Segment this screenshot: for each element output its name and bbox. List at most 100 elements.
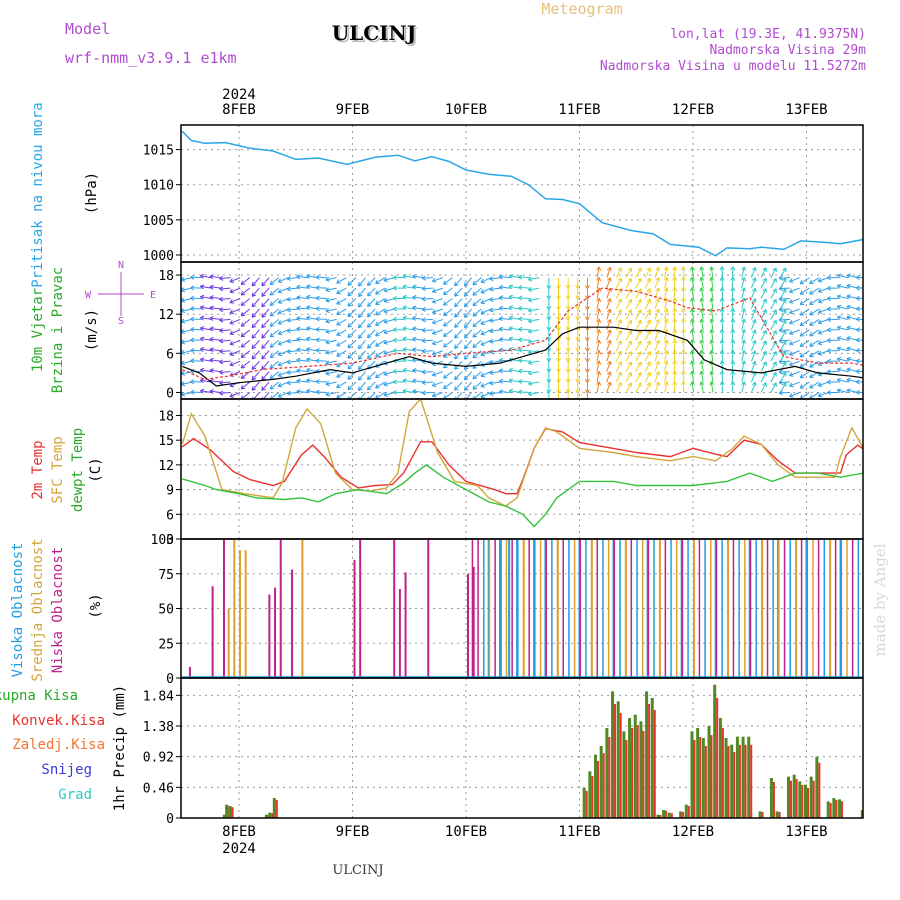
wind-arrow bbox=[454, 381, 463, 391]
wind-arrowhead bbox=[315, 381, 320, 385]
wind-arrowhead bbox=[528, 349, 532, 354]
wind-arrowhead bbox=[375, 394, 378, 399]
wind-arrowhead bbox=[499, 338, 503, 343]
wind-arrowhead bbox=[421, 369, 426, 373]
wind-arrow bbox=[887, 340, 896, 346]
wind-arrow bbox=[779, 382, 787, 393]
wind-arrow bbox=[528, 298, 540, 301]
cloud-bar-fill bbox=[834, 539, 837, 678]
wind-arrowhead bbox=[277, 372, 281, 377]
wind-arrow bbox=[635, 351, 642, 362]
precip-bar-total bbox=[228, 806, 232, 818]
wind-arrow bbox=[422, 391, 434, 394]
wind-arrowhead bbox=[617, 340, 622, 344]
wind-arrowhead bbox=[596, 350, 600, 354]
wind-arrowhead bbox=[472, 346, 478, 348]
wind-arrowhead bbox=[896, 352, 898, 355]
wind-arrowhead bbox=[700, 350, 705, 354]
wind-arrowhead bbox=[358, 388, 363, 391]
wind-arrowhead bbox=[219, 382, 224, 386]
wind-arrow bbox=[347, 381, 357, 391]
wind-arrowhead bbox=[518, 326, 523, 330]
temp-line-0 bbox=[181, 427, 863, 495]
wind-arrow bbox=[691, 350, 695, 362]
wind-arrowhead bbox=[719, 360, 723, 365]
wind-arrowhead bbox=[296, 305, 301, 309]
wind-arrowhead bbox=[598, 298, 602, 303]
wind-arrow bbox=[402, 296, 414, 300]
precip-bar-conv bbox=[750, 744, 753, 818]
wind-arrowhead bbox=[402, 273, 407, 277]
wind-arrow bbox=[296, 380, 308, 383]
wind-arrow bbox=[877, 361, 886, 367]
ytick-label: 6 bbox=[166, 347, 174, 362]
wind-arrowhead bbox=[855, 327, 860, 331]
wind-arrow bbox=[741, 329, 745, 341]
precip-bar-total bbox=[622, 731, 626, 818]
wind-arrowhead bbox=[269, 280, 273, 285]
wind-arrow bbox=[664, 360, 668, 372]
wind-arrowhead bbox=[261, 302, 264, 307]
wind-arrow bbox=[731, 371, 734, 383]
wind-arrow bbox=[306, 296, 318, 300]
wind-arrowhead bbox=[209, 307, 214, 311]
wind-arrowhead bbox=[443, 311, 446, 316]
wind-arrowhead bbox=[528, 320, 533, 324]
wind-arrowhead bbox=[518, 370, 523, 374]
wind-arrowhead bbox=[499, 378, 504, 382]
wind-arrowhead bbox=[421, 317, 426, 321]
wind-arrow bbox=[240, 392, 251, 399]
wind-arrow bbox=[779, 267, 787, 278]
wind-arrowhead bbox=[627, 288, 632, 292]
wind-arrow bbox=[837, 285, 849, 289]
wind-arrow bbox=[700, 381, 704, 393]
wind-arrowhead bbox=[827, 337, 831, 341]
wind-arrowhead bbox=[836, 389, 841, 394]
wind-arrowhead bbox=[751, 277, 756, 281]
wind-arrowhead bbox=[181, 300, 186, 303]
wind-arrowhead bbox=[836, 316, 841, 321]
wind-arrow bbox=[347, 287, 357, 297]
wind-arrowhead bbox=[251, 336, 257, 339]
wind-arrowhead bbox=[584, 358, 588, 362]
wind-arrowhead bbox=[325, 329, 330, 333]
wind-arrowhead bbox=[710, 297, 715, 302]
precip-bar-conv bbox=[795, 779, 798, 818]
wind-arrowhead bbox=[782, 309, 787, 313]
wind-arrowhead bbox=[480, 393, 484, 398]
wind-arrow bbox=[383, 277, 395, 281]
wind-arrowhead bbox=[392, 350, 397, 354]
wind-arrow bbox=[422, 350, 434, 352]
wind-arrowhead bbox=[743, 371, 747, 376]
wind-arrowhead bbox=[627, 372, 632, 375]
wind-arrow bbox=[315, 287, 327, 289]
wind-arrowhead bbox=[606, 266, 611, 271]
wind-arrowhead bbox=[209, 378, 214, 382]
wind-arrowhead bbox=[772, 267, 777, 271]
wind-arrow bbox=[789, 392, 800, 397]
wind-arrow bbox=[465, 392, 473, 399]
wind-arrow bbox=[367, 329, 376, 339]
wind-arrowhead bbox=[357, 282, 360, 287]
wind-arrowhead bbox=[383, 311, 388, 314]
wind-arrowhead bbox=[454, 354, 456, 359]
wind-arrow bbox=[347, 308, 357, 317]
wind-arrowhead bbox=[209, 338, 214, 342]
wind-arrowhead bbox=[646, 361, 651, 365]
wind-arrow bbox=[673, 266, 676, 278]
wind-arrow bbox=[472, 371, 482, 380]
wind-arrowhead bbox=[286, 393, 291, 396]
wind-arrowhead bbox=[261, 386, 264, 391]
wind-arrow bbox=[625, 299, 632, 310]
wind-arrow bbox=[278, 308, 289, 314]
wind-arrowhead bbox=[617, 319, 622, 323]
wind-arrowhead bbox=[480, 372, 484, 377]
wind-arrow bbox=[287, 318, 299, 321]
cloud-bar-fill bbox=[698, 539, 701, 678]
wind-arrowhead bbox=[741, 266, 745, 271]
wind-arrowhead bbox=[209, 347, 214, 350]
wind-arrowhead bbox=[663, 381, 668, 385]
precip-bar-conv bbox=[619, 713, 622, 818]
wind-arrow bbox=[402, 285, 414, 289]
precip-bar-total bbox=[272, 798, 276, 818]
